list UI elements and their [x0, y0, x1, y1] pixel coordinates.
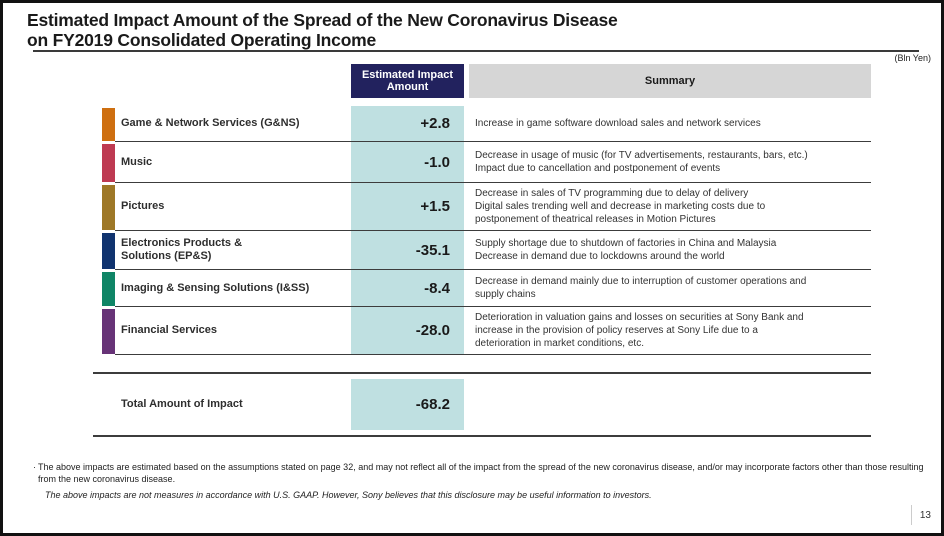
- page-footer: 13: [910, 505, 931, 525]
- page-number: 13: [919, 509, 931, 521]
- table-row: Electronics Products & Solutions (EP&S) …: [93, 231, 871, 270]
- header-estimated-impact-amount: Estimated Impact Amount: [351, 64, 464, 98]
- footnote-assumptions-text: The above impacts are estimated based on…: [38, 462, 924, 484]
- table-row: Music -1.0 Decrease in usage of music (f…: [93, 142, 871, 183]
- impact-summary: Deterioration in valuation gains and los…: [469, 307, 871, 355]
- table-header-row: Estimated Impact Amount Summary: [93, 64, 871, 98]
- segment-color-bar: [102, 184, 115, 230]
- impact-amount: -1.0: [351, 142, 464, 183]
- impact-amount: -8.4: [351, 270, 464, 307]
- title-line-2: on FY2019 Consolidated Operating Income: [27, 30, 377, 50]
- segment-label: Financial Services: [115, 307, 351, 355]
- segment-color-bar: [102, 107, 115, 141]
- segment-label: Electronics Products & Solutions (EP&S): [115, 231, 351, 270]
- impact-amount: -35.1: [351, 231, 464, 270]
- segment-label: Music: [115, 142, 351, 183]
- title-underline: [33, 50, 919, 52]
- total-row: Total Amount of Impact -68.2: [93, 372, 871, 437]
- page-title: Estimated Impact Amount of the Spread of…: [27, 10, 919, 50]
- footnote-gaap: The above impacts are not measures in ac…: [45, 490, 652, 500]
- segment-label: Game & Network Services (G&NS): [115, 106, 351, 142]
- header-summary: Summary: [469, 64, 871, 98]
- segment-color-bar: [102, 143, 115, 182]
- total-label: Total Amount of Impact: [121, 398, 243, 410]
- segment-color-bar: [102, 271, 115, 306]
- impact-summary: Decrease in usage of music (for TV adver…: [469, 142, 871, 183]
- segment-label: Pictures: [115, 183, 351, 231]
- table-row: Financial Services -28.0 Deterioration i…: [93, 307, 871, 355]
- table-row: Pictures +1.5 Decrease in sales of TV pr…: [93, 183, 871, 231]
- segment-label: Imaging & Sensing Solutions (I&SS): [115, 270, 351, 307]
- impact-amount: -28.0: [351, 307, 464, 355]
- total-amount: -68.2: [351, 379, 464, 430]
- page-number-divider: [910, 505, 912, 525]
- impact-amount: +1.5: [351, 183, 464, 231]
- impact-amount: +2.8: [351, 106, 464, 142]
- impact-summary: Decrease in sales of TV programming due …: [469, 183, 871, 231]
- segment-color-bar: [102, 232, 115, 269]
- footnote-bullet: ·: [33, 462, 36, 472]
- table-row: Game & Network Services (G&NS) +2.8 Incr…: [93, 106, 871, 142]
- title-line-1: Estimated Impact Amount of the Spread of…: [27, 10, 618, 30]
- impact-summary: Increase in game software download sales…: [469, 106, 871, 142]
- table-row: Imaging & Sensing Solutions (I&SS) -8.4 …: [93, 270, 871, 307]
- impact-summary: Supply shortage due to shutdown of facto…: [469, 231, 871, 270]
- segment-color-bar: [102, 308, 115, 354]
- footnote-assumptions: · The above impacts are estimated based …: [33, 462, 934, 485]
- impact-summary: Decrease in demand mainly due to interru…: [469, 270, 871, 307]
- unit-note: (Bln Yen): [894, 53, 931, 63]
- impact-table: Estimated Impact Amount Summary Game & N…: [93, 64, 871, 437]
